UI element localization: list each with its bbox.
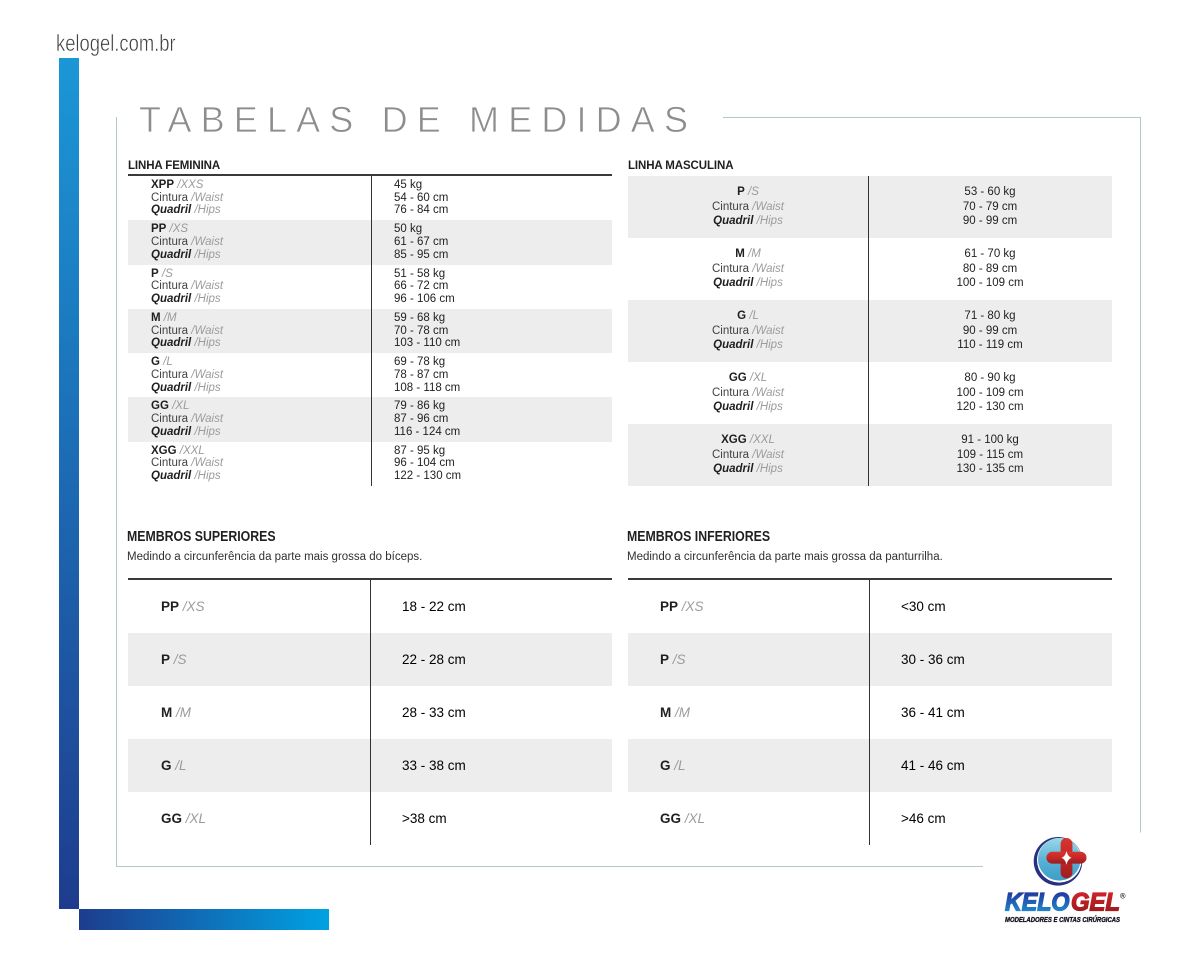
svg-text:MODELADORES E CINTAS CIRÚRGICA: MODELADORES E CINTAS CIRÚRGICAS: [1005, 915, 1120, 924]
svg-text:®: ®: [1120, 892, 1126, 901]
svg-text:KELO: KELO: [1005, 889, 1070, 917]
svg-text:GEL: GEL: [1071, 889, 1120, 917]
